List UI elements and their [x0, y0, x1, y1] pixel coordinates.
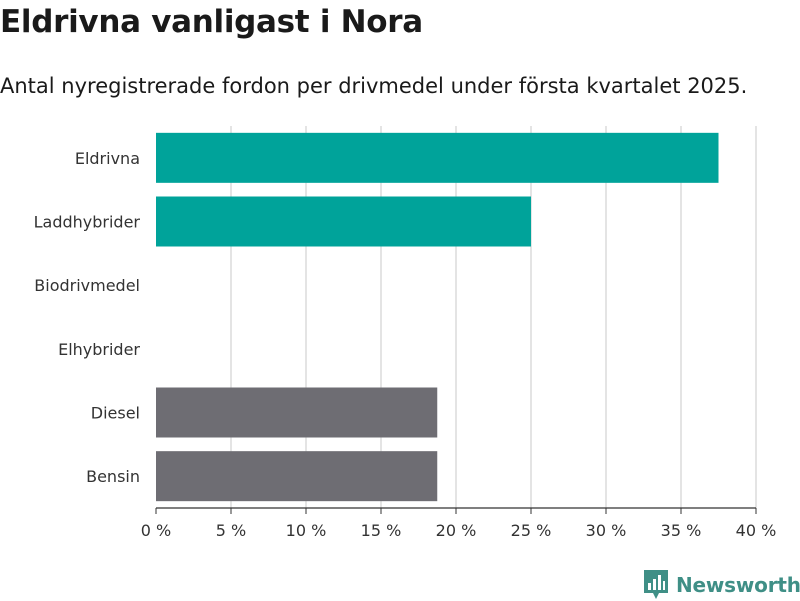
x-tick-label: 35 % — [661, 521, 702, 540]
bar — [156, 387, 438, 438]
category-labels: Eldrivna Laddhybrider Biodrivmedel Elhybrid… — [34, 149, 141, 486]
brand-logo: Newsworthy — [644, 569, 800, 601]
x-tick-label: 20 % — [436, 521, 477, 540]
x-tick-label: 25 % — [511, 521, 552, 540]
brand-name: Newsworthy — [676, 573, 800, 597]
chart-title: Eldrivna vanligast i Nora — [0, 4, 423, 40]
category-label: Bensin — [86, 467, 140, 486]
newsworthy-logo-icon — [644, 570, 668, 599]
x-tick-label: 10 % — [286, 521, 327, 540]
category-label: Laddhybrider — [34, 213, 141, 232]
bar — [156, 196, 531, 247]
bars — [156, 132, 719, 502]
category-label: Elhybrider — [58, 340, 140, 359]
category-label: Diesel — [91, 404, 140, 423]
category-label: Biodrivmedel — [34, 276, 140, 295]
x-tick-label: 15 % — [361, 521, 402, 540]
x-axis: 0 % 5 % 10 % 15 % 20 % 25 % 30 % 35 % 40 % — [141, 507, 777, 540]
x-tick-label: 40 % — [736, 521, 777, 540]
x-tick-label: 5 % — [216, 521, 246, 540]
gridlines — [230, 126, 757, 508]
bar — [156, 132, 719, 183]
category-label: Eldrivna — [75, 149, 140, 168]
chart-subtitle: Antal nyregistrerade fordon per drivmede… — [0, 74, 748, 98]
x-tick-label: 30 % — [586, 521, 627, 540]
x-tick-label: 0 % — [141, 521, 171, 540]
bar — [156, 451, 438, 502]
